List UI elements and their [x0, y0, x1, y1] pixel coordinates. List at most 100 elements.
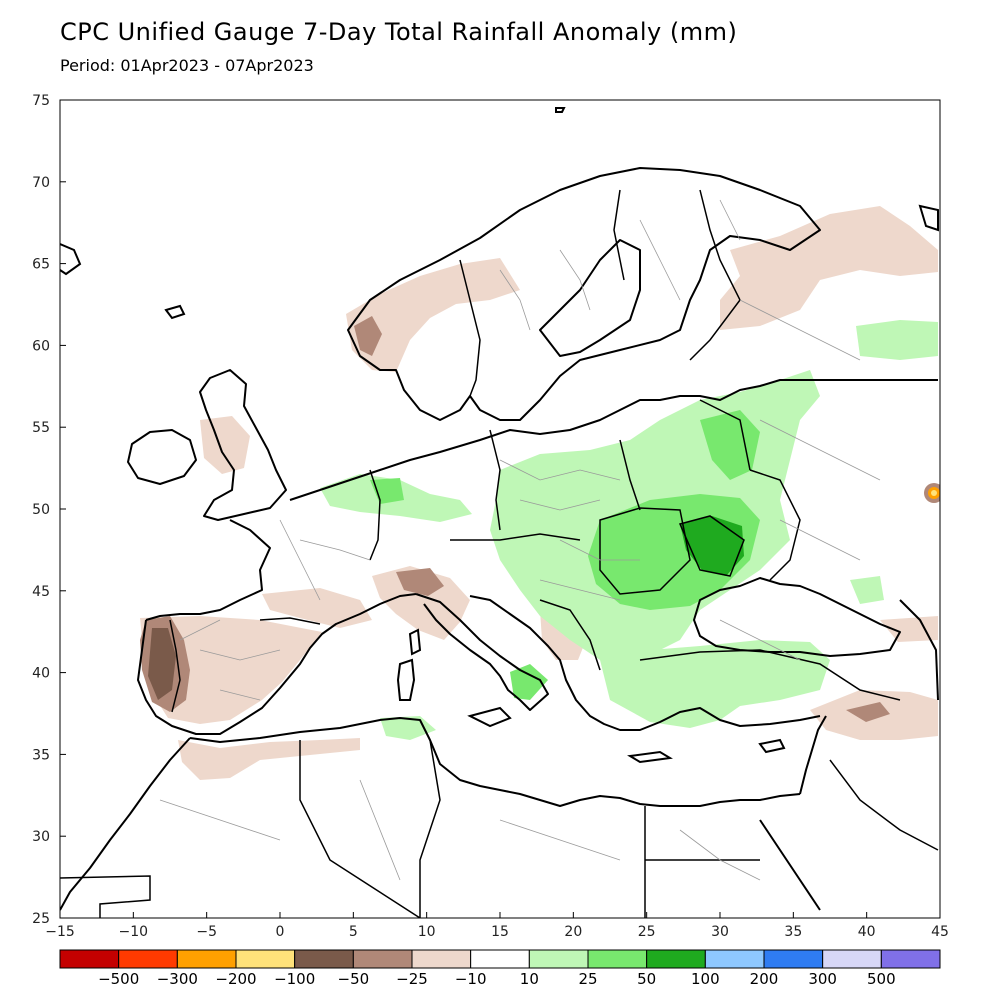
border-ukraine-russia: [749, 469, 801, 581]
colorbar-label: −500: [98, 970, 139, 988]
lat-tick-label: 75: [32, 93, 50, 109]
island-faroe: [164, 304, 186, 320]
coast-britain: [199, 369, 287, 521]
lat-tick-label: 70: [32, 175, 50, 191]
admin-lines-west: [179, 519, 371, 701]
colorbar-label: −100: [274, 970, 315, 988]
dry-anomaly-regions: [140, 206, 938, 780]
border-sweden-finland: [613, 189, 625, 281]
colorbar-label: 300: [808, 970, 837, 988]
coast-black-sea: [693, 577, 901, 657]
coast-north-africa: [189, 717, 801, 807]
wet-region-russia-west: [856, 320, 938, 360]
lat-tick-label: 55: [32, 420, 50, 436]
dry-region-northafrica: [178, 738, 360, 780]
border-france-germany: [369, 469, 381, 561]
colorbar-label: 100: [691, 970, 720, 988]
colorbar-label: 200: [750, 970, 779, 988]
admin-lines-east: [719, 299, 881, 661]
dry-region-norway-dark: [354, 316, 382, 356]
coastlines: [60, 167, 939, 911]
border-north-africa-1: [299, 740, 421, 918]
dry-region-turkey-east-dark: [846, 702, 890, 722]
lon-tick-label: 45: [931, 924, 949, 940]
island-cyprus: [758, 738, 786, 754]
border-middle-east: [829, 759, 939, 851]
map-period: Period: 01Apr2023 - 07Apr2023: [60, 56, 314, 75]
lat-tick-label: 60: [32, 338, 50, 354]
border-romania: [599, 507, 691, 595]
colorbar-label: −300: [157, 970, 198, 988]
admin-boundaries: [159, 199, 881, 881]
colorbar-swatch: [880, 949, 941, 969]
colorbar-swatch: [470, 949, 530, 969]
lon-tick-label: 40: [858, 924, 876, 940]
lat-tick-label: 35: [32, 747, 50, 763]
map-title: CPC Unified Gauge 7-Day Total Rainfall A…: [60, 18, 738, 46]
coast-gulf-bothnia: [539, 239, 641, 357]
colorbar-swatch: [176, 949, 237, 969]
colorbar-label: 500: [867, 970, 896, 988]
dry-region-caucasus: [880, 616, 938, 642]
lon-tick-label: −5: [196, 924, 217, 940]
coast-adriatic: [469, 595, 821, 731]
border-norway-sweden: [459, 259, 481, 397]
colorbar-swatch: [528, 949, 589, 969]
admin-lines-africa: [159, 779, 761, 881]
colorbar-swatch: [411, 949, 472, 969]
border-mauritania: [60, 875, 151, 918]
coast-scandinavia: [347, 167, 821, 421]
map-area: [60, 100, 940, 918]
map-axes: −15 −10 −5 0 5 10 15 20 25 30 35 40 45 25 30 35 40 45 50 55…: [32, 93, 949, 940]
colorbar-swatch: [59, 949, 120, 969]
island-corsica: [408, 628, 422, 656]
lat-tick-label: 65: [32, 257, 50, 273]
border-france-spain: [259, 617, 321, 625]
border-spain-portugal: [169, 619, 181, 713]
lat-tick-label: 25: [32, 911, 50, 927]
island-sardinia: [396, 658, 416, 701]
rainfall-hotspot: [924, 483, 940, 503]
border-finland-russia: [689, 189, 741, 361]
coast-caspian: [899, 599, 939, 701]
colorbar-swatch: [822, 949, 882, 969]
coast-iberia: [137, 593, 417, 735]
colorbar-swatch: [294, 949, 354, 969]
coast-ireland: [127, 429, 197, 485]
lon-tick-label: 20: [564, 924, 582, 940]
lon-tick-label: 35: [784, 924, 802, 940]
border-germany-poland: [489, 429, 501, 531]
dry-region-portugal-darkest: [148, 628, 176, 700]
colorbar-swatch: [587, 949, 648, 969]
colorbar-label: 50: [637, 970, 656, 988]
colorbar-label: −25: [396, 970, 428, 988]
lon-tick-label: 10: [418, 924, 436, 940]
coast-italy: [415, 593, 549, 711]
dry-region-alps-italy: [372, 566, 470, 640]
island-iceland-edge: [60, 243, 82, 276]
colorbar-swatch: [352, 949, 413, 969]
border-north-africa-2: [419, 739, 441, 918]
lat-tick-label: 45: [32, 584, 50, 600]
coast-france-atlantic: [145, 519, 271, 621]
colorbar-swatch: [763, 949, 824, 969]
lon-tick-label: 5: [349, 924, 358, 940]
admin-lines-north: [499, 199, 741, 331]
colorbar-label: −10: [455, 970, 487, 988]
colorbar-swatch: [235, 949, 296, 969]
colorbar-label: −200: [215, 970, 256, 988]
dry-region-norway: [346, 258, 520, 372]
lon-tick-label: 15: [491, 924, 509, 940]
dry-region-ireland: [200, 416, 250, 474]
dry-region-russia-north: [720, 206, 938, 330]
colorbar-label: 10: [520, 970, 539, 988]
islands: [60, 107, 939, 764]
colorbar-label: −50: [338, 970, 370, 988]
coast-levant: [799, 715, 827, 795]
colorbar-swatch: [646, 949, 706, 969]
lat-tick-label: 40: [32, 666, 50, 682]
colorbar-swatch: [704, 949, 765, 969]
island-novaya-edge: [918, 204, 939, 232]
colorbar: −500 −300 −200 −100 −50 −25 −10 10 25 50 100 200 300…: [59, 949, 941, 988]
